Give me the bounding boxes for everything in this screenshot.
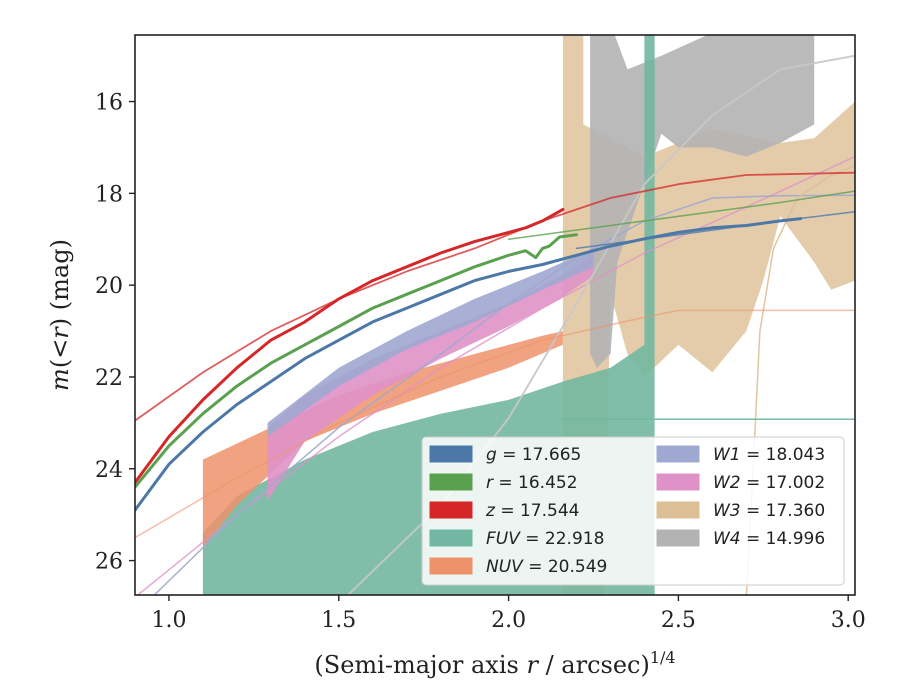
legend-label-w1: W1 = 18.043 xyxy=(713,445,825,465)
y-axis-title: m(<r) (mag) xyxy=(46,239,74,391)
line-r-16 xyxy=(507,190,855,241)
line-w1-7 xyxy=(153,194,855,595)
legend-swatch-w3 xyxy=(656,501,700,519)
legend-label-w4: W4 = 14.996 xyxy=(713,529,825,549)
line-w2-6 xyxy=(136,155,855,595)
x-tick-label: 2.5 xyxy=(661,608,696,633)
line-g-14 xyxy=(575,210,855,250)
legend-label-fuv: FUV = 22.918 xyxy=(486,529,604,549)
legend-label-nuv: NUV = 20.549 xyxy=(486,557,607,577)
legend-swatch-z xyxy=(429,501,473,519)
x-tick-label: 3.0 xyxy=(831,608,866,633)
legend-swatch-fuv xyxy=(429,529,473,547)
legend-label-r: r = 16.452 xyxy=(486,473,578,493)
line-z-12 xyxy=(135,171,855,422)
line-g-13 xyxy=(135,217,803,512)
x-tick-label: 2.0 xyxy=(491,608,526,633)
legend-label-w3: W3 = 17.360 xyxy=(713,501,825,521)
y-axis: 16 18 20 22 24 26 xyxy=(95,91,135,575)
y-tick-label: 16 xyxy=(95,91,123,116)
y-tick-label: 20 xyxy=(95,274,123,299)
line-nuv-11 xyxy=(135,309,855,539)
legend-swatch-w1 xyxy=(656,445,700,463)
y-tick-label: 26 xyxy=(95,550,123,575)
legend-box xyxy=(421,436,845,586)
legend-swatch-nuv xyxy=(429,557,473,575)
legend-swatch-w4 xyxy=(656,529,700,547)
band-w1-5 xyxy=(267,248,594,437)
x-tick-label: 1.0 xyxy=(151,608,186,633)
line-z-17 xyxy=(135,207,565,484)
x-tick-label: 1.5 xyxy=(321,608,356,633)
line-r-15 xyxy=(135,233,578,489)
legend-swatch-g xyxy=(429,445,473,463)
x-axis-title: (Semi-major axis r / arcsec)1/4 xyxy=(314,648,675,679)
legend-swatch-r xyxy=(429,473,473,491)
x-axis: 1.0 1.5 2.0 2.5 3.0 xyxy=(151,595,866,633)
legend-label-z: z = 17.544 xyxy=(485,501,579,521)
legend: g = 17.665 r = 16.452 z = 17.544 FUV = 22.9… xyxy=(421,436,845,586)
band-w2-4 xyxy=(267,253,594,501)
y-tick-label: 22 xyxy=(95,366,123,391)
y-tick-label: 18 xyxy=(95,182,123,207)
plot-frame xyxy=(134,34,856,596)
legend-label-g: g = 17.665 xyxy=(486,445,581,465)
legend-swatch-w2 xyxy=(656,473,700,491)
legend-label-w2: W2 = 17.002 xyxy=(713,473,825,493)
y-tick-label: 24 xyxy=(95,458,123,483)
